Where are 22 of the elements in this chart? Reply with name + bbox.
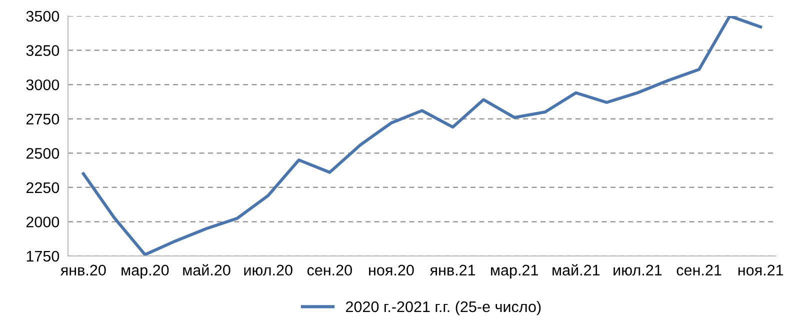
x-tick-label: май.20: [183, 264, 230, 276]
x-tick-label: мар.21: [491, 264, 538, 279]
legend-label: 2020 г.-2021 г.г. (25-е число): [346, 300, 541, 316]
y-tick-label: 3000: [26, 79, 60, 90]
x-tick-label: мар.20: [122, 264, 169, 279]
x-tick-label: ноя.21: [738, 264, 784, 276]
x-tick-label: ноя.20: [369, 264, 414, 276]
x-tick-label: сен.20: [307, 264, 352, 276]
y-tick-label: 3500: [26, 10, 60, 22]
x-tick-label: янв.20: [60, 264, 106, 276]
line-series: [82, 16, 762, 256]
x-tick-label: июл.21: [614, 264, 662, 276]
y-tick-label: 3250: [26, 45, 60, 56]
y-tick-label: 2500: [26, 148, 60, 159]
x-tick-label: янв.21: [430, 264, 476, 276]
x-tick-label: май.21: [552, 264, 600, 276]
y-tick-label: 2750: [26, 114, 60, 125]
y-tick-label: 1750: [26, 250, 60, 262]
y-tick-label: 2000: [26, 216, 60, 228]
x-tick-label: июл.20: [244, 264, 292, 276]
x-tick-label: сен.21: [676, 264, 722, 276]
y-tick-label: 2250: [26, 182, 60, 194]
